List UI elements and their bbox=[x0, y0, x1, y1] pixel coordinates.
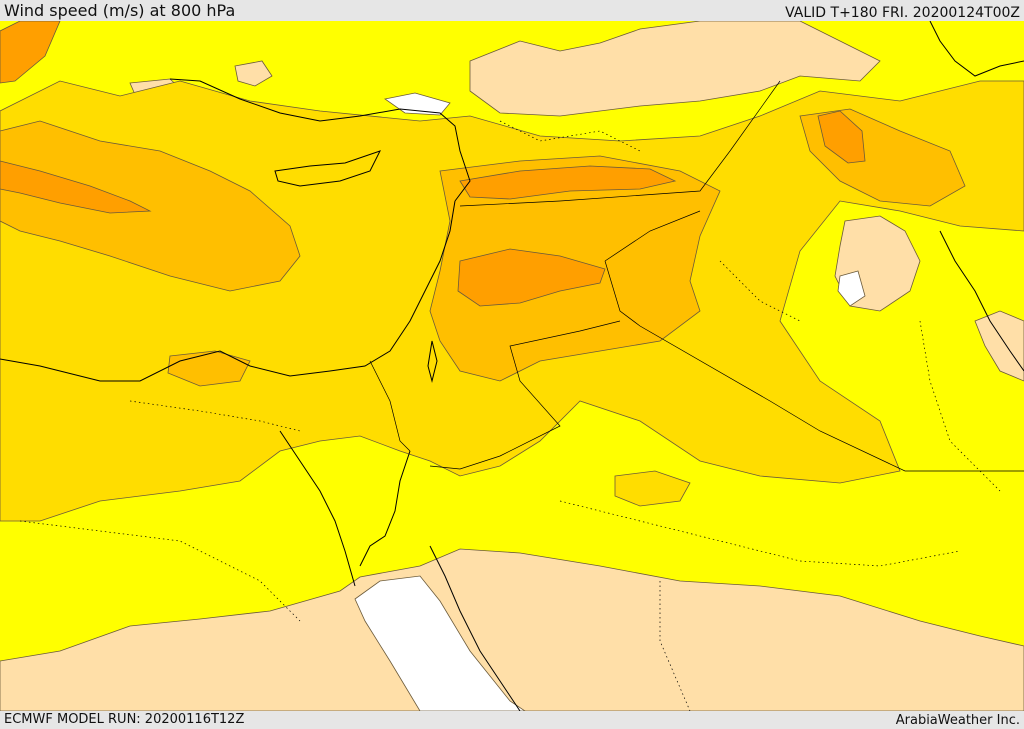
dead-sea bbox=[427, 340, 438, 383]
sinai-gulf-aqaba bbox=[359, 450, 411, 567]
border-jordan-iraq bbox=[604, 210, 701, 262]
border-egypt-israel bbox=[369, 360, 411, 452]
northwest-core bbox=[0, 160, 152, 214]
coastal-strong-patch bbox=[167, 350, 251, 387]
strongest-wind-areas bbox=[0, 21, 866, 307]
southern-weak-region bbox=[0, 548, 1024, 711]
weak-wind-areas bbox=[0, 21, 1024, 711]
map-title: Wind speed (m/s) at 800 hPa bbox=[4, 1, 236, 20]
cyprus bbox=[274, 150, 381, 187]
iraq-gulf-coast bbox=[939, 230, 1024, 372]
boundary-dotted-3 bbox=[559, 500, 961, 567]
borders bbox=[369, 80, 1024, 472]
west-strong-region bbox=[0, 120, 301, 292]
model-run: ECMWF MODEL RUN: 20200116T12Z bbox=[4, 712, 245, 727]
jordan-core bbox=[457, 248, 606, 307]
northwest-corner-core bbox=[0, 21, 61, 84]
boundary-dotted-7 bbox=[719, 260, 801, 322]
footer-bar: ECMWF MODEL RUN: 20200116T12Z ArabiaWeat… bbox=[0, 711, 1024, 729]
east-core bbox=[817, 110, 866, 164]
north-weak-patch bbox=[234, 60, 273, 87]
border-jordan-saudi bbox=[429, 320, 621, 470]
valid-time: VALID T+180 FRI. 20200124T00Z bbox=[785, 5, 1020, 21]
levant-core bbox=[459, 165, 677, 200]
boundary-dotted-4 bbox=[659, 581, 691, 711]
header-bar: Wind speed (m/s) at 800 hPa VALID T+180 … bbox=[0, 0, 1024, 21]
border-iraq-saudi bbox=[604, 260, 1024, 472]
border-syria-iraq bbox=[459, 80, 781, 207]
anatolia-south-coast bbox=[169, 78, 471, 202]
credit-label: ArabiaWeather Inc. bbox=[895, 713, 1020, 728]
internal-boundaries bbox=[19, 120, 1001, 711]
red-sea-east-coast bbox=[429, 545, 521, 711]
east-edge-weak-patch bbox=[974, 310, 1024, 382]
mediterranean-south-coast bbox=[0, 200, 456, 382]
coastlines bbox=[0, 21, 1024, 711]
wind-speed-map bbox=[0, 21, 1024, 711]
south-moderate-patch bbox=[614, 470, 691, 507]
red-sea-calm-region bbox=[354, 575, 526, 711]
sinai-gulf-suez bbox=[279, 430, 356, 587]
gulf-calm-patch bbox=[837, 270, 866, 307]
northeast-weak-region bbox=[469, 21, 881, 117]
caspian-edge bbox=[929, 21, 1024, 77]
